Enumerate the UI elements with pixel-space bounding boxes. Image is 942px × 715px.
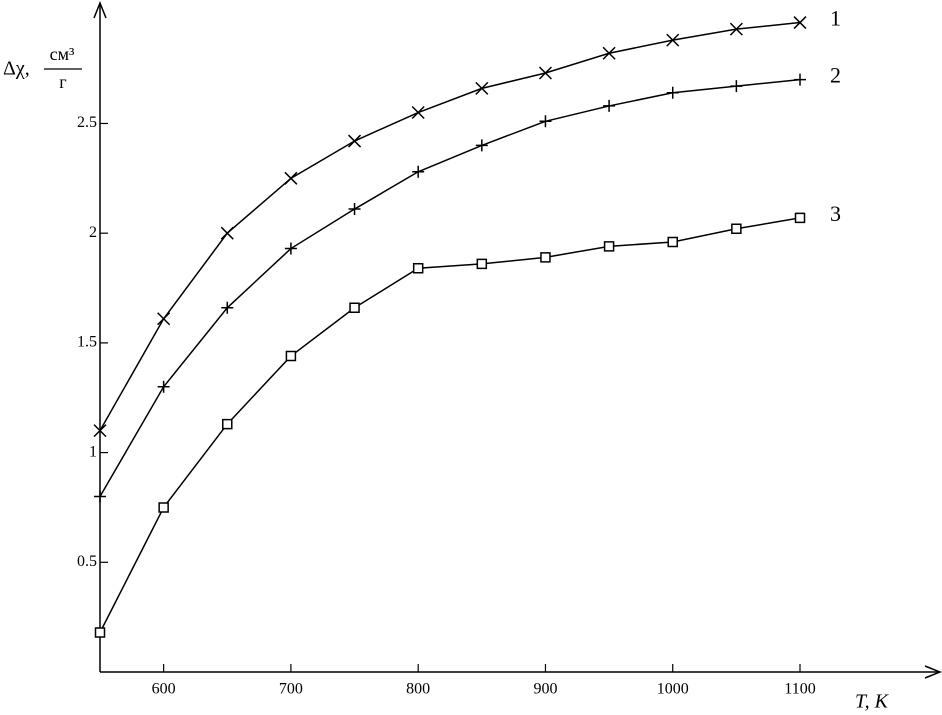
marker xyxy=(540,252,551,263)
marker xyxy=(666,33,680,47)
marker xyxy=(284,242,297,255)
marker xyxy=(412,263,424,274)
series-line xyxy=(99,78,801,497)
y-tick-label: 1.5 xyxy=(77,334,97,351)
marker xyxy=(284,171,298,185)
y-tick-label: 2 xyxy=(89,224,97,241)
y-tick-label: 1 xyxy=(89,443,97,460)
marker xyxy=(157,380,170,393)
marker xyxy=(348,203,361,216)
marker xyxy=(666,86,679,99)
marker xyxy=(793,16,807,30)
marker xyxy=(349,302,360,314)
marker xyxy=(794,73,806,86)
marker xyxy=(157,312,171,326)
x-tick-label: 800 xyxy=(406,681,430,698)
marker xyxy=(93,424,107,438)
marker xyxy=(794,212,806,224)
marker xyxy=(221,301,234,314)
marker xyxy=(475,81,489,95)
series-label: 2 xyxy=(830,63,841,88)
marker xyxy=(476,258,488,270)
marker xyxy=(412,165,425,178)
series-label: 1 xyxy=(830,6,841,31)
x-tick-label: 900 xyxy=(533,681,557,698)
x-tick-label: 700 xyxy=(279,681,303,698)
marker xyxy=(475,139,488,152)
marker xyxy=(603,241,615,252)
marker xyxy=(539,115,552,128)
series-line xyxy=(99,217,801,633)
marker xyxy=(731,223,742,235)
series-line xyxy=(99,21,801,432)
x-tick-label: 1100 xyxy=(784,681,815,698)
marker xyxy=(602,46,616,60)
x-tick-label: 600 xyxy=(152,681,176,698)
marker xyxy=(94,627,106,638)
marker xyxy=(667,236,678,248)
marker xyxy=(729,22,743,36)
y-label-denominator: г xyxy=(59,72,66,92)
marker xyxy=(538,66,552,80)
axes xyxy=(93,0,942,679)
x-tick-label: 1000 xyxy=(657,681,689,698)
series-label: 3 xyxy=(830,201,841,226)
marker xyxy=(285,350,297,362)
marker xyxy=(94,490,106,503)
y-label-symbol: Δχ, xyxy=(3,58,30,80)
marker xyxy=(348,134,362,148)
x-label: T, K xyxy=(855,691,890,713)
y-tick-label: 2.5 xyxy=(77,114,97,131)
marker xyxy=(603,99,616,112)
x-axis-arrow xyxy=(924,665,942,679)
y-tick-label: 0.5 xyxy=(77,553,97,570)
marker xyxy=(222,418,233,430)
marker xyxy=(730,80,743,93)
y-axis-arrow xyxy=(93,0,107,19)
marker xyxy=(220,226,234,240)
y-label-numerator: см³ xyxy=(50,44,75,64)
marker xyxy=(158,502,169,513)
marker xyxy=(411,105,425,120)
